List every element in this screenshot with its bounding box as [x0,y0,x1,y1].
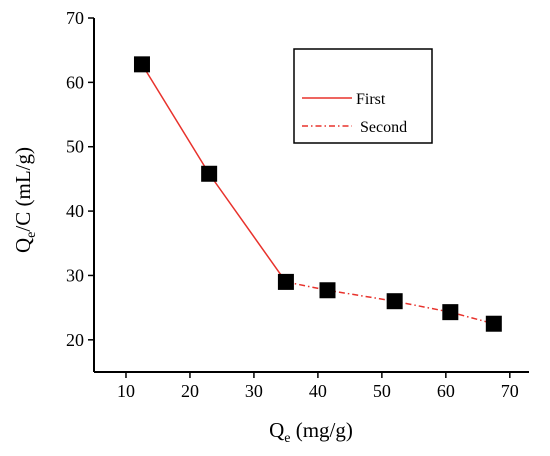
data-point [386,293,403,310]
legend: First Second [293,48,433,144]
data-point [277,273,294,290]
x-tick-label: 30 [245,381,263,401]
data-point [201,165,218,182]
y-tick-label: 60 [66,72,84,92]
legend-label-second: Second [360,119,407,136]
y-tick-label: 30 [66,265,84,285]
data-point [485,315,502,332]
legend-box [293,48,433,144]
x-axis-title: Qe (mg/g) [269,418,353,446]
data-markers [133,56,502,332]
x-tick-label: 70 [501,381,519,401]
y-tick-label: 20 [66,330,84,350]
x-tick-label: 60 [437,381,455,401]
data-point [133,56,150,73]
x-tick-label: 40 [309,381,327,401]
y-tick-label: 70 [66,8,84,28]
axes [93,18,529,373]
data-point [442,304,459,321]
y-axis-title: Qe/C (mL/g) [11,147,39,253]
x-tick-label: 10 [117,381,135,401]
y-tick-label: 50 [66,137,84,157]
x-tick-label: 20 [181,381,199,401]
legend-label-first: First [356,91,386,108]
y-tick-label: 40 [66,201,84,221]
ticks: 10 20 30 40 50 60 70 20 30 40 50 60 70 [66,8,519,401]
data-point [319,282,336,299]
x-tick-label: 50 [373,381,391,401]
